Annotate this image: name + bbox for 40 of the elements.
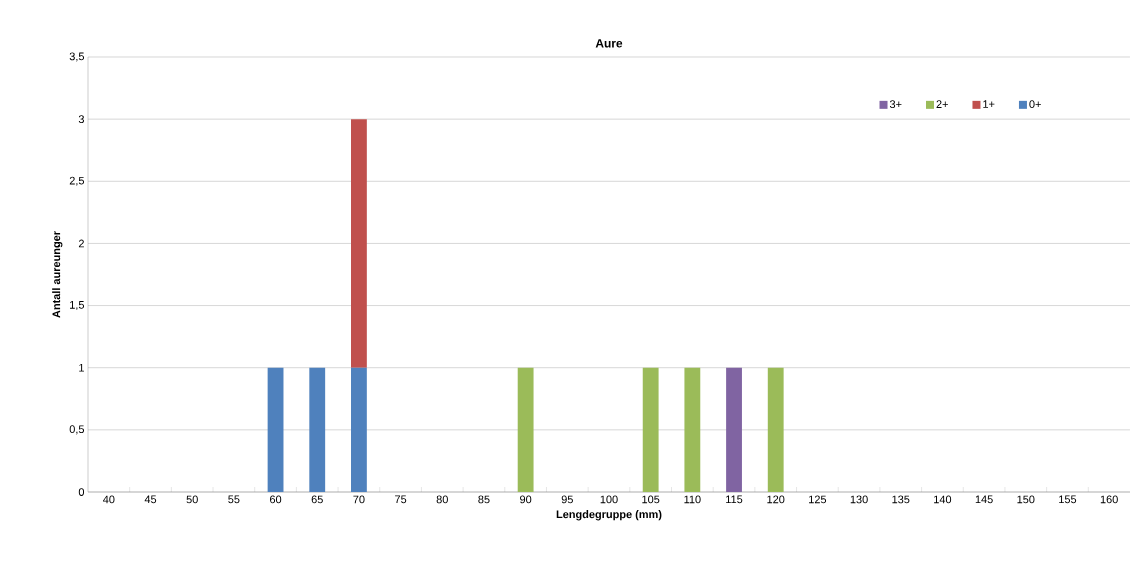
x-tick-label: 160	[1100, 495, 1118, 504]
x-tick-label: 55	[228, 495, 240, 504]
legend-label: 3+	[889, 100, 902, 109]
legend-label: 2+	[936, 100, 948, 108]
x-tick-label: 110	[684, 495, 701, 504]
y-tick-label: 3	[78, 115, 84, 124]
x-tick-label: 65	[311, 495, 323, 504]
x-tick-label: 95	[561, 495, 573, 504]
y-axis-title: Antall aureunger	[52, 231, 63, 318]
y-tick-label: 1	[79, 363, 84, 372]
x-tick-label: 60	[270, 495, 282, 504]
x-axis-title: Lengdegruppe (mm)	[556, 510, 662, 521]
y-tick-label: 0,5	[69, 425, 85, 435]
x-tick-label: 105	[642, 495, 660, 504]
y-tick-label: 2	[78, 239, 84, 248]
x-tick-label: 150	[1017, 495, 1035, 504]
x-tick-label: 90	[520, 495, 532, 504]
x-tick-label: 85	[478, 495, 490, 504]
x-tick-label: 140	[934, 495, 952, 504]
x-tick-label: 145	[975, 495, 993, 504]
x-tick-label: 50	[186, 495, 198, 504]
chart-title: Aure	[595, 39, 623, 48]
y-tick-label: 0	[78, 488, 85, 496]
x-tick-label: 80	[436, 495, 448, 504]
x-tick-label: 100	[600, 495, 618, 504]
x-tick-label: 45	[144, 495, 157, 504]
x-tick-label: 130	[850, 495, 868, 504]
legend-label: 1+	[983, 100, 995, 108]
x-tick-label: 125	[809, 495, 827, 504]
x-tick-label: 70	[353, 495, 365, 504]
x-tick-label: 75	[395, 495, 407, 504]
x-tick-label: 135	[892, 495, 910, 504]
x-tick-label: 120	[767, 495, 785, 504]
y-tick-label: 3,5	[69, 52, 85, 62]
legend-label: 0+	[1029, 100, 1041, 109]
y-tick-label: 2,5	[69, 176, 85, 186]
x-tick-label: 115	[726, 495, 743, 504]
x-tick-label: 40	[102, 495, 115, 504]
y-tick-label: 1,5	[70, 301, 85, 311]
x-tick-label: 155	[1059, 495, 1077, 504]
